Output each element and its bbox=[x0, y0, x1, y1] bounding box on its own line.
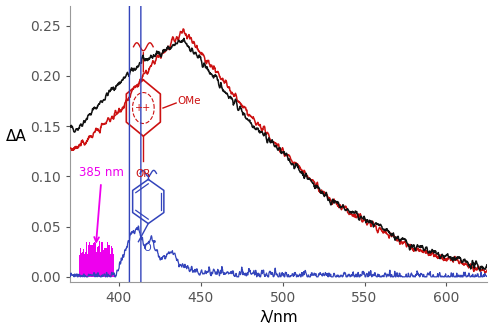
Bar bbox=[103, 244, 104, 277]
Text: O: O bbox=[143, 243, 151, 253]
Text: 385 nm: 385 nm bbox=[79, 166, 124, 242]
Text: ++: ++ bbox=[135, 103, 151, 113]
Text: OMe: OMe bbox=[178, 96, 201, 106]
Bar bbox=[98, 246, 99, 277]
Bar bbox=[99, 243, 100, 277]
Bar bbox=[94, 248, 95, 277]
Bar bbox=[86, 242, 87, 277]
Bar bbox=[89, 242, 90, 277]
Bar bbox=[102, 242, 103, 277]
Bar bbox=[110, 254, 111, 277]
Bar bbox=[109, 242, 110, 277]
Bar bbox=[112, 248, 113, 277]
Bar bbox=[83, 249, 84, 277]
Text: •: • bbox=[150, 237, 156, 247]
Bar bbox=[95, 243, 96, 277]
Bar bbox=[82, 252, 83, 277]
Bar bbox=[106, 249, 107, 277]
Bar bbox=[100, 252, 101, 277]
Bar bbox=[84, 254, 85, 277]
Bar bbox=[81, 253, 82, 277]
Bar bbox=[97, 247, 98, 277]
Bar bbox=[96, 252, 97, 277]
Bar bbox=[80, 248, 81, 277]
Bar bbox=[92, 249, 93, 277]
Bar bbox=[104, 248, 105, 277]
Bar bbox=[79, 255, 80, 277]
Bar bbox=[83, 251, 84, 277]
Bar bbox=[108, 245, 109, 277]
Bar bbox=[88, 245, 89, 277]
Bar bbox=[90, 245, 91, 277]
Bar bbox=[107, 243, 108, 277]
Bar bbox=[85, 252, 86, 277]
Y-axis label: ΔA: ΔA bbox=[5, 129, 26, 144]
Text: OR: OR bbox=[136, 169, 151, 179]
Bar bbox=[87, 254, 88, 277]
X-axis label: λ/nm: λ/nm bbox=[259, 310, 298, 325]
Bar bbox=[105, 248, 106, 277]
Bar bbox=[111, 246, 112, 277]
Bar bbox=[91, 245, 92, 277]
Bar bbox=[109, 245, 110, 277]
Bar bbox=[113, 254, 114, 277]
Bar bbox=[101, 251, 102, 277]
Bar bbox=[94, 242, 95, 277]
Bar bbox=[93, 243, 94, 277]
